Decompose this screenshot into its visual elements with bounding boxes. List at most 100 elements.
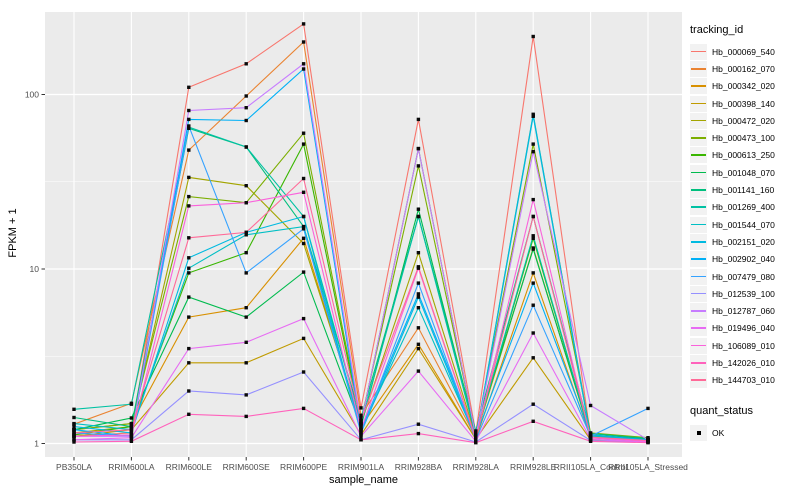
data-point <box>301 336 306 341</box>
data-point <box>187 117 191 122</box>
data-point <box>474 434 478 438</box>
legend-key-line-icon <box>690 164 707 181</box>
x-tick-label: RRIM901LA <box>338 462 385 472</box>
data-point <box>359 428 363 432</box>
data-point <box>244 315 248 319</box>
data-point <box>301 190 306 194</box>
legend-item-label: Hb_106089_010 <box>712 340 775 351</box>
data-point <box>129 433 134 437</box>
data-point <box>301 67 306 71</box>
legend-item-label: Hb_001141_160 <box>712 185 775 196</box>
legend-item: Hb_007479_080 <box>690 268 798 285</box>
data-point <box>359 434 363 438</box>
data-point <box>416 214 421 219</box>
data-point <box>187 315 191 319</box>
data-point <box>129 424 134 429</box>
legend-item-label: Hb_001269_400 <box>712 202 775 213</box>
legend-item-label: Hb_002151_020 <box>712 236 775 247</box>
legend-key-point-icon <box>690 424 707 441</box>
legend-item-label: Hb_000472_020 <box>712 115 775 126</box>
x-tick-label: PB350LA <box>56 462 92 472</box>
x-tick-label: RRIM928BA <box>395 462 443 472</box>
legend-item-label: Hb_144703_010 <box>712 375 775 386</box>
data-point <box>588 403 593 408</box>
data-point <box>416 342 421 346</box>
data-point <box>474 436 478 441</box>
legend-item: Hb_142026_010 <box>690 354 798 371</box>
data-point <box>531 281 535 285</box>
legend-key-line-icon <box>690 43 707 60</box>
data-point <box>588 435 593 439</box>
legend-key-line-icon <box>690 147 707 164</box>
data-point <box>187 256 191 260</box>
legend-key-line-icon <box>690 372 707 389</box>
data-point <box>359 413 363 417</box>
data-point <box>187 194 191 199</box>
data-point <box>301 406 306 411</box>
data-point <box>359 419 363 423</box>
x-tick-label: RRIM928LE <box>510 462 557 472</box>
data-point <box>72 440 76 444</box>
data-point <box>244 361 248 365</box>
legend-item-label: Hb_000342_020 <box>712 81 775 92</box>
data-point <box>531 402 535 406</box>
data-point <box>416 281 421 285</box>
legend-item-label: Hb_001048_070 <box>712 167 775 178</box>
data-point <box>646 441 650 445</box>
data-point <box>244 271 248 275</box>
legend-title-quant-status: quant_status <box>690 404 753 417</box>
legend-shape-items: OK <box>690 424 798 441</box>
legend-key-line-icon <box>690 95 707 112</box>
legend-key-line-icon <box>690 251 707 268</box>
data-point <box>187 361 191 365</box>
legend-item: Hb_000472_020 <box>690 112 798 129</box>
data-point <box>129 439 134 443</box>
data-point <box>187 236 191 240</box>
data-point <box>72 415 76 420</box>
legend-key-line-icon <box>690 285 707 302</box>
x-tick-label: RRII105LA_Control <box>554 462 628 472</box>
data-point <box>301 214 306 219</box>
legend-key-line-icon <box>690 354 707 371</box>
data-point <box>244 230 248 235</box>
legend-item: Hb_001048_070 <box>690 164 798 181</box>
legend-item: Hb_000162_070 <box>690 60 798 77</box>
legend-item: Hb_012539_100 <box>690 285 798 302</box>
legend-key-line-icon <box>690 199 707 216</box>
legend-key-line-icon <box>690 233 707 250</box>
data-point <box>301 316 306 321</box>
legend-key-line-icon <box>690 216 707 233</box>
data-point <box>72 407 76 411</box>
legend-color-items: Hb_000069_540 Hb_000162_070 Hb_000342_020 H… <box>690 43 798 389</box>
data-point <box>474 429 478 433</box>
legend-key-line-icon <box>690 303 707 320</box>
data-point <box>531 197 535 202</box>
legend-item-label: Hb_012787_060 <box>712 306 775 317</box>
legend-item: Hb_002902_040 <box>690 251 798 268</box>
legend-item: Hb_019496_040 <box>690 320 798 337</box>
data-point <box>187 295 191 299</box>
data-point <box>531 234 535 238</box>
legend-key-line-icon <box>690 60 707 77</box>
data-point <box>187 266 191 270</box>
legend-item: Hb_144703_010 <box>690 372 798 389</box>
data-point <box>359 421 363 426</box>
data-point <box>416 431 421 436</box>
data-point <box>474 431 478 435</box>
data-point <box>244 201 248 205</box>
x-tick-label: RRII105LA_Stressed <box>608 462 688 472</box>
data-point <box>301 241 306 246</box>
x-tick-label: RRIM600SE <box>223 462 271 472</box>
legend-item-label: Hb_000162_070 <box>712 63 775 74</box>
data-point <box>301 224 306 229</box>
legend-item-label: Hb_000069_540 <box>712 46 775 57</box>
legend-item: Hb_001141_160 <box>690 181 798 199</box>
legend-item: Hb_001269_400 <box>690 199 798 216</box>
data-point <box>301 227 306 231</box>
data-point <box>416 422 421 426</box>
legend-item: Hb_001544_070 <box>690 216 798 233</box>
y-axis-title: FPKM + 1 <box>7 208 19 258</box>
data-point <box>416 295 421 299</box>
